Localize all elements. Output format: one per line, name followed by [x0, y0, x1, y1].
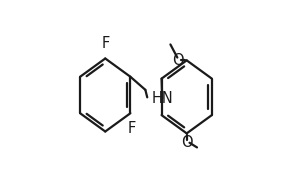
Text: O: O	[181, 135, 192, 150]
Text: F: F	[127, 121, 136, 136]
Text: F: F	[102, 36, 110, 51]
Text: HN: HN	[152, 91, 174, 106]
Text: O: O	[173, 53, 184, 68]
